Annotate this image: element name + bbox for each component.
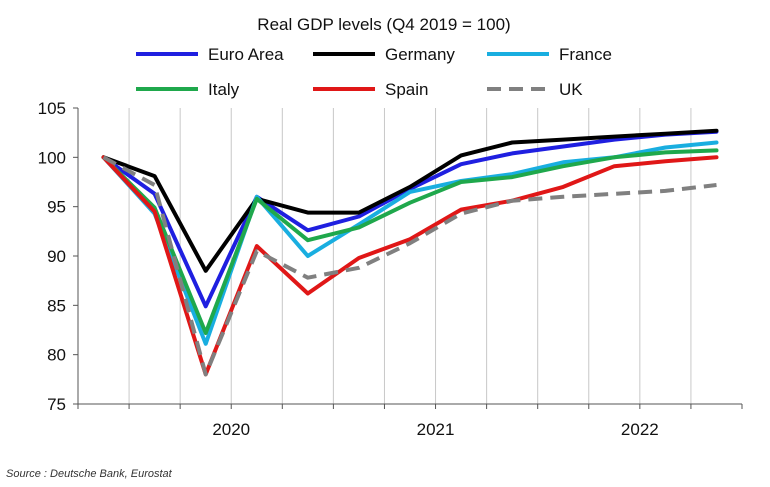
x-axis: 2020 2021 2022 bbox=[77, 403, 743, 439]
legend-label-spain: Spain bbox=[385, 80, 428, 99]
legend-label-germany: Germany bbox=[385, 45, 455, 64]
y-tick-label: 75 bbox=[47, 395, 66, 414]
y-tick-label: 90 bbox=[47, 247, 66, 266]
series-lines bbox=[101, 128, 719, 377]
y-tick-label: 85 bbox=[47, 296, 66, 315]
y-tick-label: 80 bbox=[47, 346, 66, 365]
x-year-label-2020: 2020 bbox=[212, 420, 250, 439]
series-line-uk bbox=[102, 155, 717, 377]
grid bbox=[128, 108, 692, 404]
y-tick-label: 95 bbox=[47, 198, 66, 217]
chart-title: Real GDP levels (Q4 2019 = 100) bbox=[257, 15, 510, 34]
x-year-label-2021: 2021 bbox=[417, 420, 455, 439]
y-tick-label: 105 bbox=[38, 99, 66, 118]
x-year-label-2022: 2022 bbox=[621, 420, 659, 439]
legend-label-uk: UK bbox=[559, 80, 583, 99]
legend-label-italy: Italy bbox=[208, 80, 240, 99]
legend-label-france: France bbox=[559, 45, 612, 64]
y-axis: 75 80 85 90 95 100 105 bbox=[38, 99, 79, 414]
legend-label-euro-area: Euro Area bbox=[208, 45, 284, 64]
legend: Euro Area Germany France Italy Spain UK bbox=[136, 45, 612, 99]
source-note: Source : Deutsche Bank, Eurostat bbox=[6, 468, 172, 480]
y-tick-label: 100 bbox=[38, 148, 66, 167]
series-line-germany bbox=[101, 128, 719, 273]
series-line-italy bbox=[101, 148, 719, 335]
